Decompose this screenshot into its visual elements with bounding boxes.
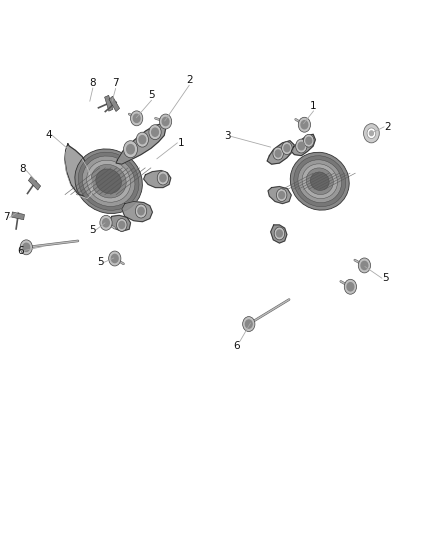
Circle shape	[306, 137, 312, 144]
Circle shape	[279, 191, 285, 199]
Text: 3: 3	[225, 132, 231, 141]
Circle shape	[298, 117, 311, 132]
Circle shape	[119, 221, 125, 229]
Circle shape	[274, 227, 285, 240]
Ellipse shape	[82, 156, 135, 206]
Circle shape	[138, 207, 144, 215]
Circle shape	[149, 125, 161, 140]
Text: 6: 6	[18, 246, 24, 255]
Circle shape	[160, 174, 166, 182]
Circle shape	[361, 261, 368, 270]
Circle shape	[131, 111, 143, 126]
Circle shape	[102, 219, 110, 227]
Ellipse shape	[310, 172, 329, 190]
Ellipse shape	[290, 152, 349, 210]
Polygon shape	[144, 171, 171, 188]
Text: 5: 5	[89, 225, 95, 235]
Circle shape	[100, 215, 112, 230]
Polygon shape	[11, 212, 25, 220]
Polygon shape	[291, 134, 315, 156]
Polygon shape	[271, 225, 287, 243]
Polygon shape	[65, 144, 93, 197]
Circle shape	[245, 320, 252, 328]
Circle shape	[139, 135, 146, 144]
Text: 5: 5	[98, 257, 104, 267]
Polygon shape	[28, 176, 41, 190]
Circle shape	[162, 117, 169, 126]
Ellipse shape	[302, 164, 337, 199]
Polygon shape	[122, 201, 152, 222]
Circle shape	[135, 204, 147, 218]
Circle shape	[152, 128, 159, 136]
Ellipse shape	[306, 168, 333, 195]
Polygon shape	[116, 124, 166, 164]
Circle shape	[109, 251, 121, 266]
Polygon shape	[268, 187, 291, 204]
Circle shape	[20, 240, 32, 255]
Circle shape	[275, 150, 281, 157]
Circle shape	[367, 128, 376, 139]
Circle shape	[301, 120, 308, 129]
Ellipse shape	[75, 149, 142, 214]
Circle shape	[344, 279, 357, 294]
Circle shape	[358, 258, 371, 273]
Polygon shape	[105, 95, 113, 111]
Polygon shape	[110, 215, 131, 231]
Polygon shape	[267, 141, 294, 164]
Circle shape	[284, 144, 290, 152]
Text: 8: 8	[89, 78, 96, 88]
Ellipse shape	[78, 152, 139, 211]
Circle shape	[364, 124, 379, 143]
Circle shape	[157, 171, 169, 185]
Text: 2: 2	[384, 122, 391, 132]
Circle shape	[124, 141, 138, 158]
Circle shape	[111, 254, 118, 263]
Circle shape	[273, 147, 283, 160]
Circle shape	[133, 114, 140, 123]
Ellipse shape	[294, 156, 346, 207]
Circle shape	[347, 282, 354, 291]
Text: 1: 1	[310, 101, 317, 111]
Ellipse shape	[91, 164, 126, 198]
Circle shape	[159, 114, 172, 129]
Circle shape	[117, 219, 127, 231]
Circle shape	[136, 132, 148, 147]
Text: 6: 6	[233, 341, 240, 351]
Circle shape	[243, 317, 255, 332]
Ellipse shape	[87, 160, 131, 202]
Circle shape	[304, 134, 314, 147]
Circle shape	[276, 230, 283, 237]
Polygon shape	[109, 96, 120, 111]
Circle shape	[298, 142, 304, 150]
Circle shape	[282, 142, 292, 155]
Text: 7: 7	[3, 213, 10, 222]
Circle shape	[369, 131, 373, 136]
Text: 7: 7	[112, 78, 119, 88]
Text: 8: 8	[19, 165, 25, 174]
Circle shape	[296, 139, 307, 153]
Circle shape	[127, 144, 134, 154]
Text: 5: 5	[382, 273, 389, 283]
Text: 5: 5	[148, 90, 155, 100]
Text: 1: 1	[177, 138, 184, 148]
Text: 2: 2	[186, 75, 193, 85]
Text: 4: 4	[45, 130, 52, 140]
Circle shape	[23, 243, 30, 252]
Ellipse shape	[298, 160, 342, 203]
Circle shape	[276, 189, 287, 201]
Ellipse shape	[96, 169, 121, 193]
